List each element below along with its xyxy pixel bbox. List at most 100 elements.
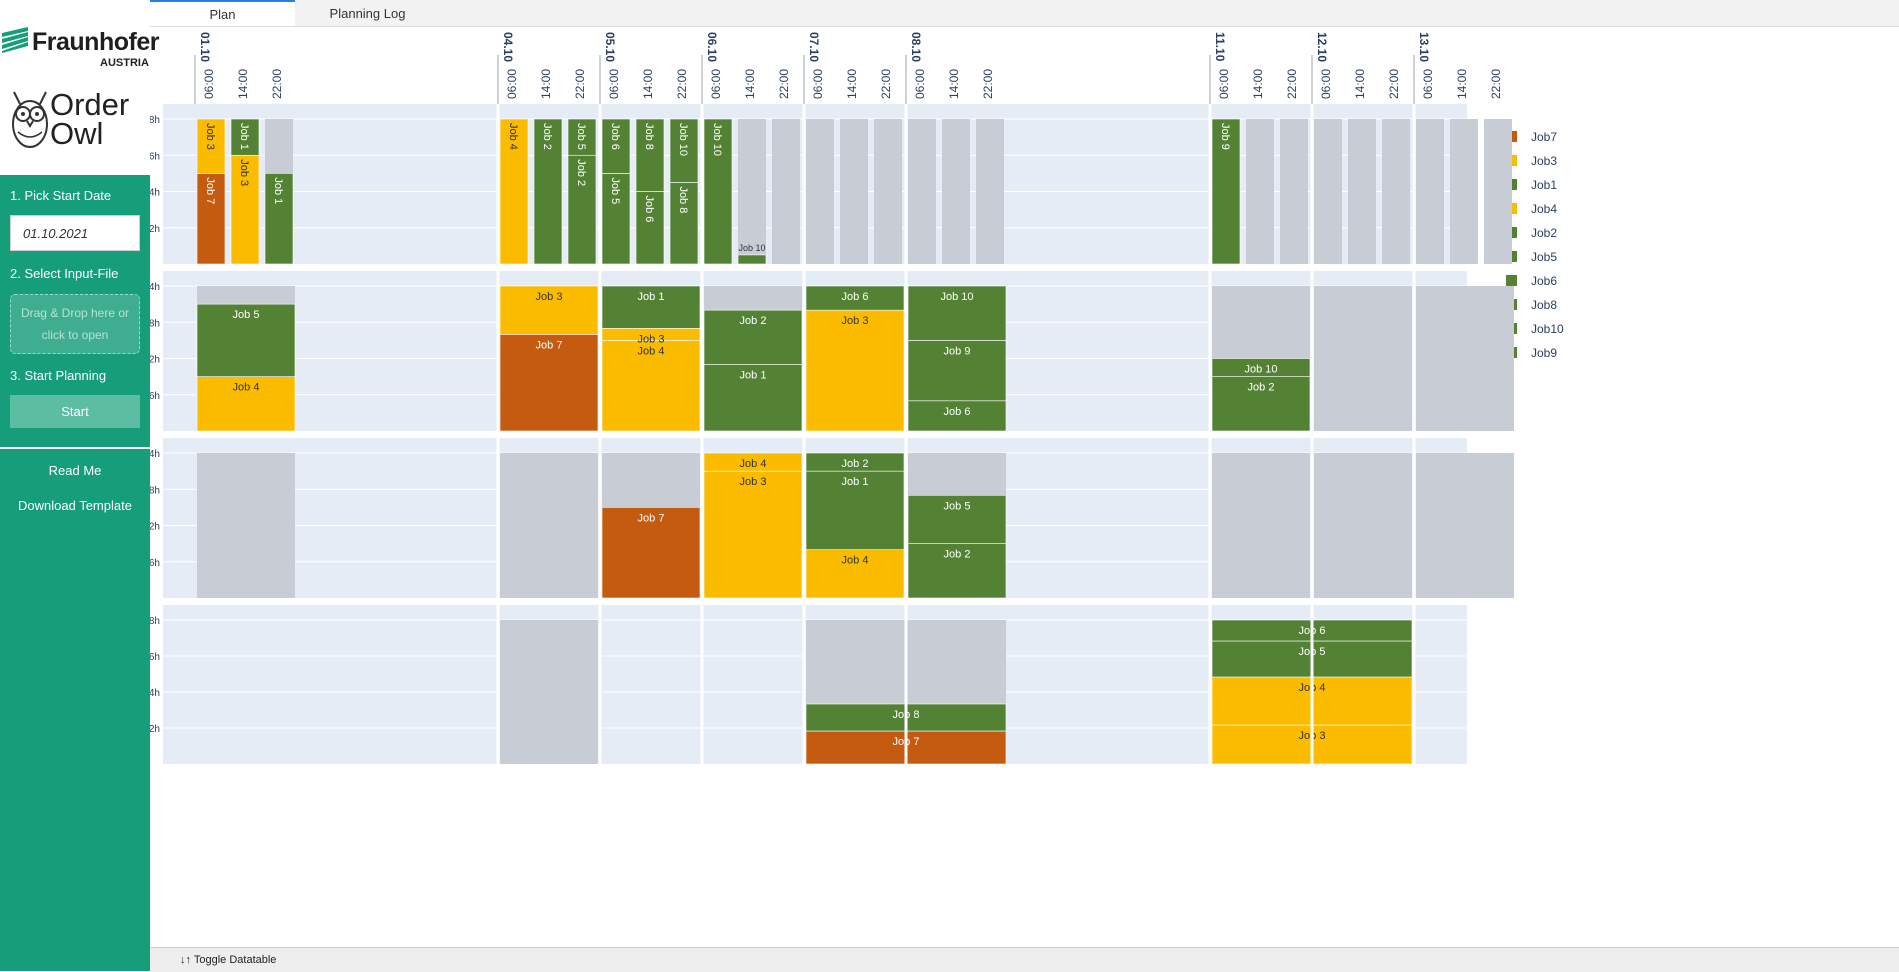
production-plan-chart: 06:00 14:00 22:00 01.10 06:00 14:00 22:00 04.10…	[150, 32, 1564, 765]
tab-bar: Plan Planning Log	[150, 0, 1899, 27]
y-tick-label: 24h	[150, 688, 160, 699]
job-label: Job 6	[643, 196, 655, 223]
time-tick-label: 22:00	[1489, 69, 1503, 99]
step1-label: 1. Pick Start Date	[10, 188, 112, 203]
job-label: Job 3	[638, 333, 665, 345]
job-bar-job1	[264, 173, 294, 265]
job-label: Job 7	[536, 339, 563, 351]
date-label: 13.10	[1417, 32, 1431, 62]
job-label: Job 6	[842, 291, 869, 303]
job-label: Job 4	[233, 382, 260, 394]
job-bar-job1	[805, 470, 905, 550]
readme-link[interactable]: Read Me	[48, 463, 102, 478]
capacity-bar	[1416, 286, 1514, 431]
time-tick-label: 06:00	[1319, 69, 1333, 99]
tab-plan[interactable]: Plan	[150, 0, 295, 26]
legend-label-job2: Job2	[1531, 226, 1557, 240]
job-label: Job 7	[638, 512, 665, 524]
time-tick-label: 06:00	[709, 69, 723, 99]
job-bar-job9	[907, 340, 1007, 402]
job-bar-job10	[737, 254, 767, 265]
capacity-bar	[806, 119, 834, 264]
legend-label-job6: Job6	[1531, 274, 1557, 288]
date-label: 07.10	[807, 32, 821, 62]
y-tick-label: 24h	[150, 282, 160, 293]
capacity-bar	[976, 119, 1004, 264]
job-bar-job2	[907, 543, 1007, 599]
capacity-bar	[1280, 119, 1308, 264]
job-label: Job 4	[638, 345, 665, 357]
date-label: 12.10	[1315, 32, 1329, 62]
start-date-input[interactable]	[10, 215, 140, 251]
date-label: 08.10	[909, 32, 923, 62]
job-bar-job2	[533, 118, 563, 265]
capacity-bar	[772, 119, 800, 264]
job-label: Job 5	[575, 123, 587, 150]
job-bar-job1	[703, 364, 803, 432]
job-bar-job9	[1211, 118, 1241, 265]
job-bar-job6	[907, 400, 1007, 432]
legend-label-job9: Job9	[1531, 346, 1557, 360]
job-bar-job7	[601, 507, 701, 599]
time-tick-label: 14:00	[1455, 69, 1469, 99]
job-label: Job 2	[541, 123, 553, 150]
job-label: Job 1	[638, 291, 665, 303]
job-label: Job 10	[677, 123, 689, 156]
job-bar-job3	[499, 285, 599, 335]
job-label: Job 2	[1248, 382, 1275, 394]
job-bar-job6	[635, 191, 665, 265]
job-bar-job5	[907, 494, 1007, 544]
job-label: Job 5	[944, 500, 971, 512]
legend-label-job3: Job3	[1531, 154, 1557, 168]
time-tick-label: 06:00	[202, 69, 216, 99]
tab-planning-log[interactable]: Planning Log	[329, 6, 406, 21]
time-tick-label: 14:00	[845, 69, 859, 99]
job-label: Job 2	[575, 159, 587, 186]
logo-org-subtext: AUSTRIA	[100, 57, 149, 69]
job-bar-job3	[230, 154, 260, 265]
capacity-bar	[840, 119, 868, 264]
logo-app-line1: Order	[50, 87, 130, 122]
y-tick-label: 6h	[150, 151, 160, 162]
legend-label-job5: Job5	[1531, 250, 1557, 264]
capacity-bar	[1416, 453, 1514, 598]
sidebar: Fraunhofer AUSTRIA Order Owl 1. Pick Sta…	[0, 0, 159, 971]
download-template-link[interactable]: Download Template	[18, 498, 132, 513]
legend-swatch-job6	[1506, 275, 1517, 286]
job-label: Job 2	[944, 549, 971, 561]
capacity-bar	[1246, 119, 1274, 264]
time-tick-label: 22:00	[573, 69, 587, 99]
job-bar-job10	[703, 118, 733, 265]
y-tick-label: 8h	[150, 115, 160, 126]
job-bar-job2	[567, 154, 597, 265]
legend-label-job4: Job4	[1531, 202, 1557, 216]
job-bar-job1	[601, 285, 701, 329]
job-bar-job2	[1211, 376, 1311, 432]
job-bar-job10	[907, 285, 1007, 341]
toggle-datatable-button[interactable]: ↓↑ Toggle Datatable	[180, 954, 277, 966]
time-tick-label: 14:00	[1251, 69, 1265, 99]
capacity-bar	[1314, 453, 1412, 598]
legend-label-job8: Job8	[1531, 298, 1557, 312]
capacity-bar	[874, 119, 902, 264]
capacity-bar	[1212, 453, 1310, 598]
job-label: Job 4	[507, 123, 519, 150]
job-bar-job4	[703, 452, 803, 472]
start-button[interactable]: Start	[10, 395, 140, 428]
job-bar-job8	[635, 118, 665, 192]
job-bar-job4	[601, 340, 701, 432]
job-bar-job3	[196, 118, 226, 174]
job-label: Job 1	[238, 123, 250, 150]
job-bar-job5	[196, 303, 296, 377]
capacity-bar	[942, 119, 970, 264]
job-label: Job 2	[740, 315, 767, 327]
time-tick-label: 22:00	[270, 69, 284, 99]
date-label: 05.10	[603, 32, 617, 62]
legend-label-job7: Job7	[1531, 130, 1557, 144]
capacity-bar	[738, 119, 766, 264]
fraunhofer-logo-icon	[2, 27, 28, 53]
job-label: Job 7	[204, 177, 216, 204]
legend-label-job1: Job1	[1531, 178, 1557, 192]
file-dropzone[interactable]: Drag & Drop here or click to open	[10, 294, 140, 354]
time-tick-label: 22:00	[981, 69, 995, 99]
